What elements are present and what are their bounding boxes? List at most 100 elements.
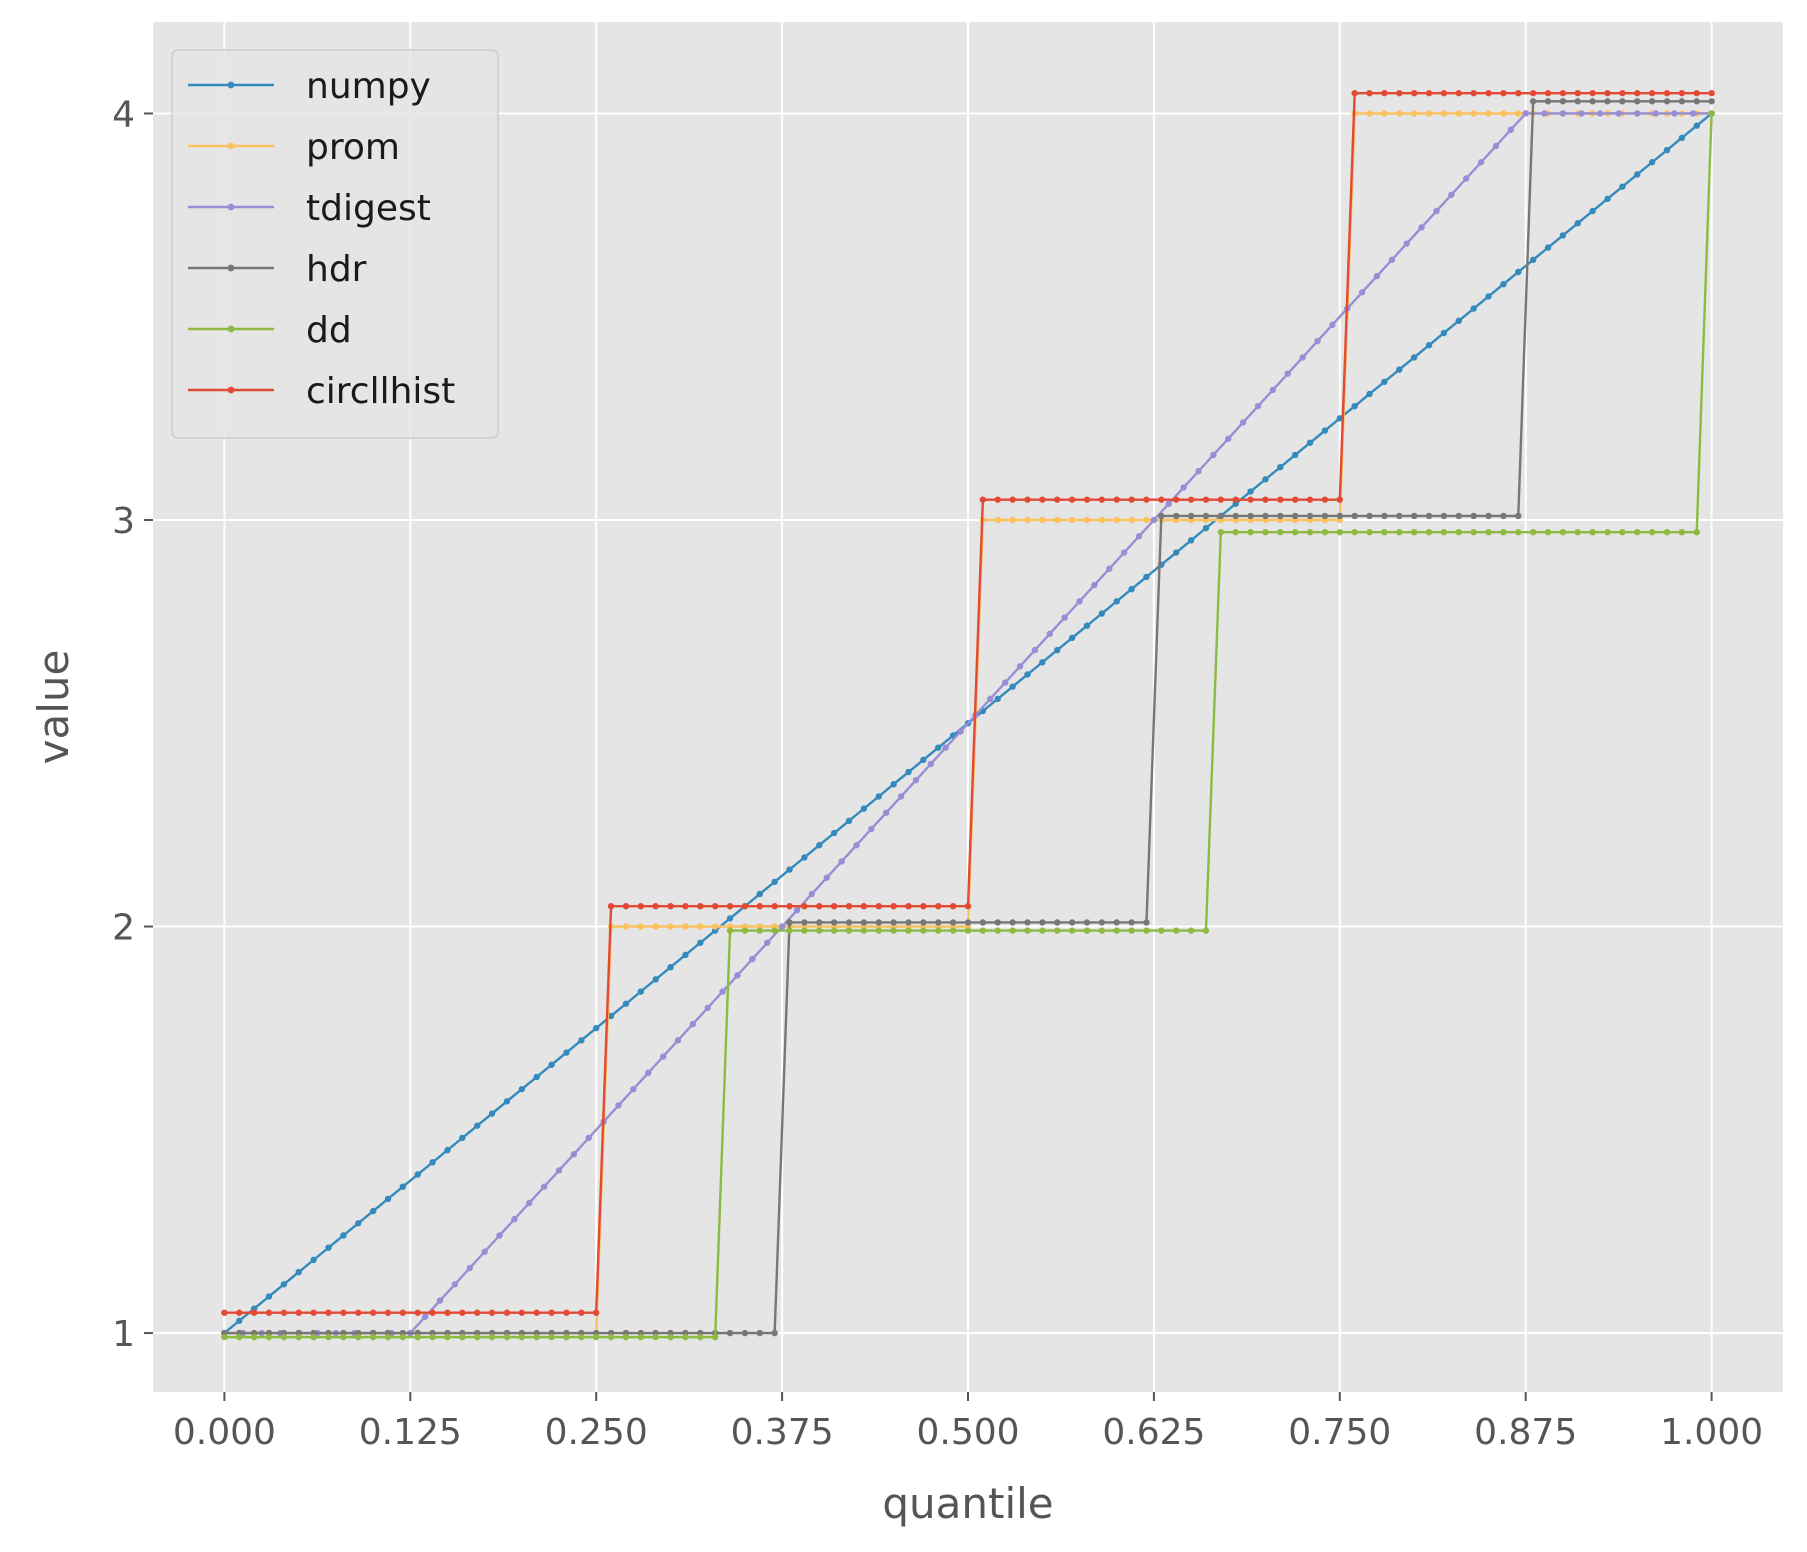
data-point — [429, 1309, 436, 1316]
data-point — [1455, 89, 1462, 97]
data-point — [1046, 630, 1054, 638]
data-point — [1433, 207, 1440, 215]
data-point — [1247, 512, 1254, 520]
legend-item: hdr — [188, 249, 367, 290]
data-point — [1604, 528, 1611, 536]
data-point — [1277, 463, 1284, 471]
data-point — [607, 1012, 615, 1020]
series-dd — [221, 110, 1715, 1341]
data-point — [1009, 683, 1016, 690]
data-point — [1425, 89, 1433, 97]
data-point — [221, 1333, 228, 1341]
data-point — [890, 903, 897, 910]
data-point — [652, 1333, 659, 1341]
data-point — [1247, 528, 1254, 536]
data-point — [689, 1020, 697, 1028]
data-point — [1500, 89, 1507, 97]
data-point — [1500, 281, 1507, 288]
data-point — [236, 1333, 243, 1341]
data-point — [1232, 496, 1239, 503]
data-point — [1232, 512, 1239, 520]
data-point — [355, 1333, 362, 1341]
data-point — [1671, 110, 1678, 117]
data-point — [1440, 528, 1448, 536]
data-point — [250, 1333, 258, 1341]
data-point — [674, 1037, 682, 1044]
data-point — [578, 1037, 585, 1044]
data-point — [1068, 516, 1076, 524]
data-point — [1039, 927, 1046, 934]
data-point — [1054, 927, 1061, 934]
data-point — [444, 1309, 451, 1316]
data-point — [1708, 89, 1715, 97]
data-point — [1470, 305, 1477, 312]
data-point — [280, 1333, 288, 1341]
data-point — [265, 1293, 273, 1300]
data-point — [1187, 496, 1195, 503]
data-point — [823, 874, 830, 881]
data-point — [1470, 512, 1477, 520]
x-tick-label: 0.375 — [731, 1412, 834, 1453]
data-point — [1113, 516, 1120, 524]
data-point — [838, 858, 845, 865]
data-point — [830, 927, 838, 934]
data-point — [474, 1309, 481, 1316]
data-point — [1009, 516, 1016, 524]
data-point — [1269, 386, 1277, 394]
data-point — [1678, 98, 1686, 105]
data-point — [540, 1183, 548, 1190]
data-point — [1455, 528, 1462, 536]
data-point — [845, 927, 853, 934]
data-point — [310, 1333, 317, 1341]
data-point — [697, 939, 704, 946]
data-point — [935, 927, 942, 934]
data-point — [1351, 512, 1358, 520]
data-point — [652, 923, 659, 930]
data-point — [630, 1085, 637, 1093]
x-tick-label: 1.000 — [1660, 1412, 1763, 1453]
data-point — [1284, 370, 1291, 377]
data-point — [1578, 110, 1585, 117]
data-point — [897, 793, 905, 800]
data-point — [1596, 110, 1604, 117]
data-point — [1083, 516, 1091, 524]
data-point — [1463, 175, 1470, 182]
data-point — [414, 1171, 421, 1178]
legend-marker — [227, 142, 235, 150]
data-point — [1098, 927, 1106, 934]
data-point — [1648, 159, 1656, 166]
data-point — [1559, 98, 1567, 105]
data-point — [1529, 528, 1537, 536]
data-point — [1054, 919, 1061, 926]
data-point — [1009, 919, 1016, 926]
data-point — [1180, 484, 1187, 491]
data-point — [1663, 528, 1671, 536]
data-point — [1663, 98, 1671, 105]
data-point — [481, 1248, 488, 1255]
data-point — [1507, 126, 1515, 133]
data-point — [1396, 89, 1403, 97]
data-point — [1589, 98, 1596, 105]
data-point — [860, 903, 868, 910]
data-point — [875, 919, 882, 926]
data-point — [1351, 528, 1358, 536]
legend-marker — [227, 203, 235, 211]
data-point — [964, 927, 972, 934]
data-point — [578, 1309, 585, 1316]
data-point — [645, 1069, 652, 1077]
data-point — [466, 1264, 473, 1272]
data-point — [570, 1150, 578, 1158]
data-point — [704, 1004, 711, 1012]
data-point — [563, 1309, 570, 1316]
y-tick-label: 4 — [112, 94, 135, 135]
data-point — [741, 1329, 749, 1337]
data-point — [786, 903, 793, 910]
data-point — [1098, 516, 1106, 524]
data-point — [1173, 549, 1180, 556]
data-point — [1663, 146, 1671, 154]
x-tick-label: 0.500 — [916, 1412, 1019, 1453]
data-point — [949, 903, 957, 910]
data-point — [533, 1309, 540, 1316]
data-point — [1544, 89, 1552, 97]
data-point — [1410, 354, 1418, 361]
